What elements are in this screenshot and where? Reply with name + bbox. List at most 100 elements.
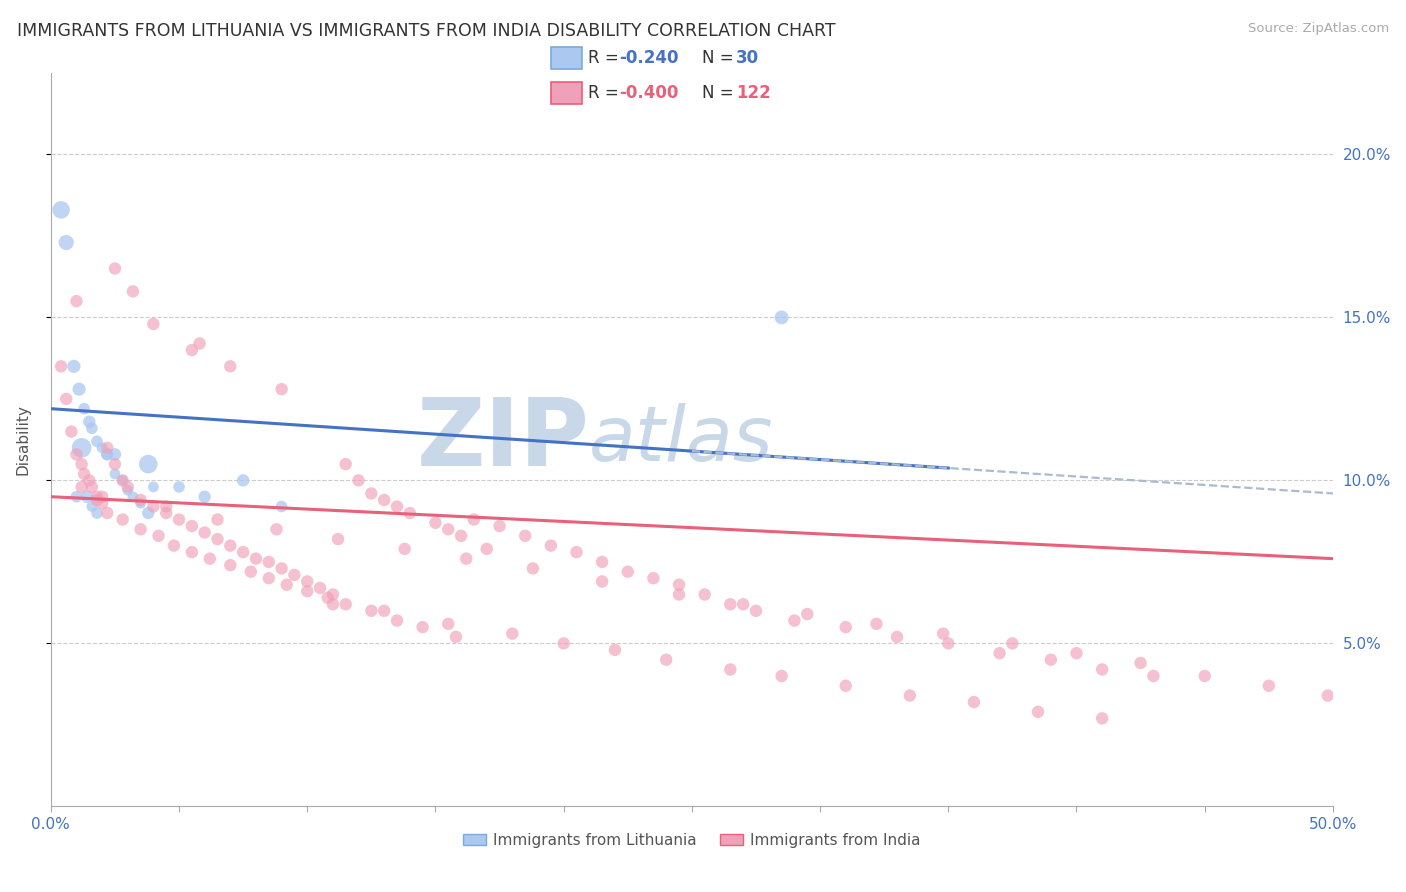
- Point: [616, 565, 638, 579]
- Legend: Immigrants from Lithuania, Immigrants from India: Immigrants from Lithuania, Immigrants fr…: [457, 827, 927, 854]
- Point: [444, 630, 467, 644]
- Point: [86, 493, 108, 508]
- Point: [1257, 679, 1279, 693]
- Point: [80, 500, 103, 514]
- Point: [104, 467, 127, 481]
- Point: [668, 578, 690, 592]
- Point: [86, 506, 108, 520]
- Point: [104, 261, 127, 276]
- Point: [425, 516, 447, 530]
- Point: [194, 490, 217, 504]
- Point: [96, 447, 118, 461]
- Point: [412, 620, 434, 634]
- Point: [437, 616, 460, 631]
- Text: N =: N =: [702, 49, 740, 67]
- Point: [55, 392, 77, 406]
- Point: [783, 614, 806, 628]
- Point: [394, 541, 416, 556]
- Point: [79, 415, 101, 429]
- Point: [232, 545, 254, 559]
- Point: [111, 474, 134, 488]
- Text: ZIP: ZIP: [416, 393, 589, 485]
- Text: N =: N =: [702, 84, 740, 103]
- Text: 30: 30: [737, 49, 759, 67]
- Point: [1039, 653, 1062, 667]
- Point: [456, 551, 478, 566]
- Point: [207, 512, 229, 526]
- Point: [257, 555, 280, 569]
- Point: [373, 493, 395, 508]
- Point: [163, 539, 186, 553]
- Point: [1316, 689, 1339, 703]
- Point: [463, 512, 485, 526]
- Point: [142, 317, 165, 331]
- Point: [770, 310, 793, 325]
- Point: [373, 604, 395, 618]
- Point: [180, 545, 202, 559]
- Point: [80, 421, 103, 435]
- FancyBboxPatch shape: [551, 82, 582, 104]
- Point: [219, 539, 242, 553]
- Point: [936, 636, 959, 650]
- Point: [270, 561, 292, 575]
- Text: atlas: atlas: [589, 402, 773, 476]
- Point: [188, 336, 211, 351]
- Point: [142, 480, 165, 494]
- Point: [603, 643, 626, 657]
- Point: [219, 359, 242, 374]
- Point: [565, 545, 588, 559]
- Point: [360, 486, 382, 500]
- Point: [553, 636, 575, 650]
- Point: [70, 457, 93, 471]
- Point: [122, 285, 145, 299]
- Point: [796, 607, 818, 621]
- Point: [245, 551, 267, 566]
- Text: -0.400: -0.400: [619, 84, 678, 103]
- Point: [96, 447, 118, 461]
- Point: [522, 561, 544, 575]
- Point: [385, 614, 408, 628]
- Point: [180, 519, 202, 533]
- Point: [398, 506, 420, 520]
- Point: [515, 529, 537, 543]
- Point: [96, 506, 118, 520]
- Point: [322, 597, 344, 611]
- Point: [91, 490, 114, 504]
- Text: Source: ZipAtlas.com: Source: ZipAtlas.com: [1249, 22, 1389, 36]
- Point: [194, 525, 217, 540]
- Point: [1129, 656, 1152, 670]
- Point: [65, 447, 87, 461]
- Point: [475, 541, 498, 556]
- Point: [270, 382, 292, 396]
- Point: [770, 669, 793, 683]
- Point: [718, 663, 741, 677]
- Point: [733, 597, 755, 611]
- Point: [1026, 705, 1049, 719]
- Text: 122: 122: [737, 84, 770, 103]
- Point: [1194, 669, 1216, 683]
- Point: [257, 571, 280, 585]
- Point: [1142, 669, 1164, 683]
- Point: [67, 382, 90, 396]
- Point: [104, 457, 127, 471]
- Point: [668, 587, 690, 601]
- Point: [65, 294, 87, 309]
- Point: [70, 441, 93, 455]
- Point: [643, 571, 665, 585]
- Point: [80, 480, 103, 494]
- Point: [180, 343, 202, 357]
- Point: [117, 480, 139, 494]
- Point: [86, 434, 108, 449]
- Point: [232, 474, 254, 488]
- Point: [270, 500, 292, 514]
- Point: [76, 490, 98, 504]
- Point: [155, 506, 177, 520]
- Point: [835, 679, 858, 693]
- Point: [297, 574, 319, 589]
- Point: [1091, 663, 1114, 677]
- Point: [385, 500, 408, 514]
- Point: [437, 522, 460, 536]
- Point: [167, 512, 190, 526]
- Point: [136, 457, 159, 471]
- Point: [104, 447, 127, 461]
